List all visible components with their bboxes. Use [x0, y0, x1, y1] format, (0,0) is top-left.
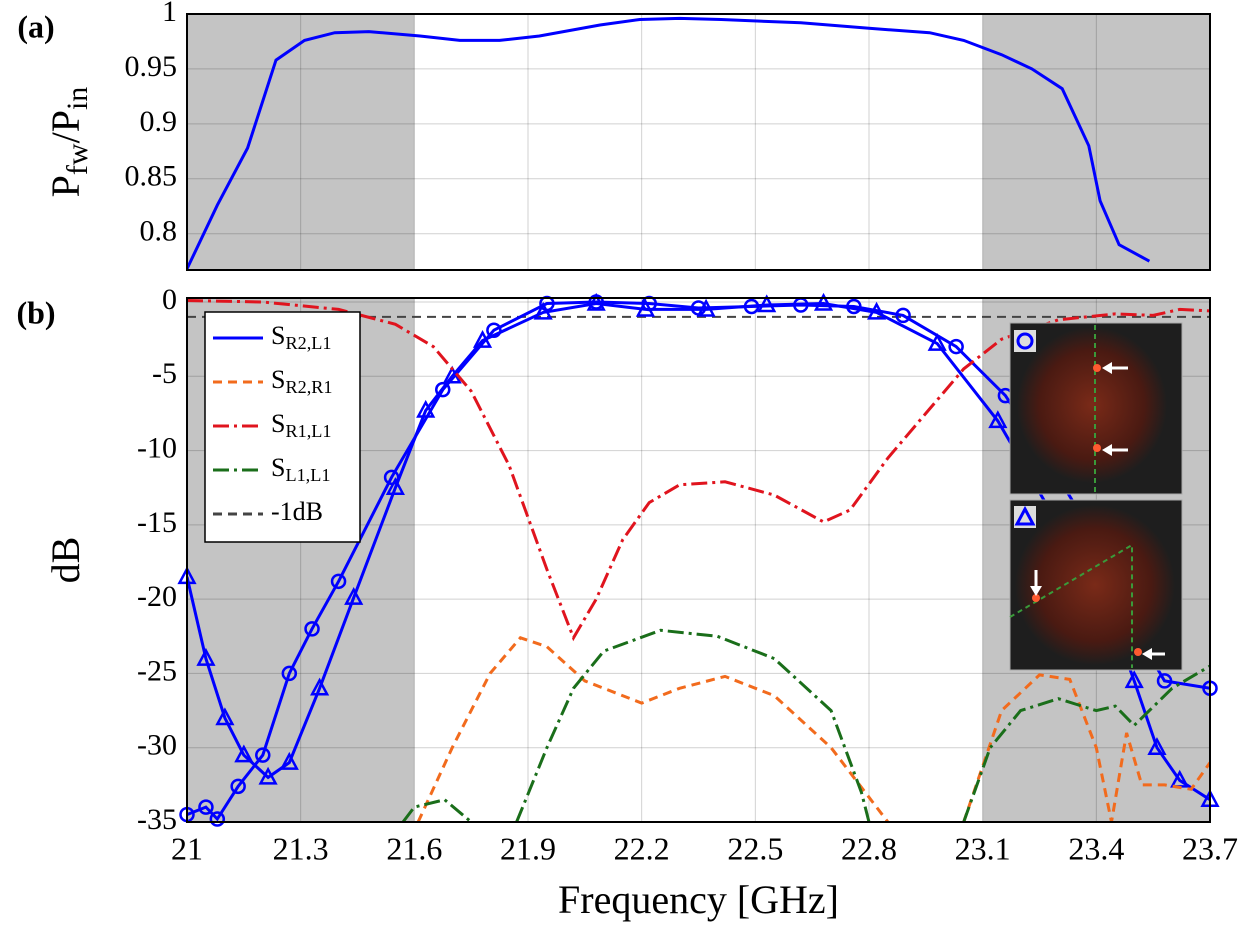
marker: [533, 301, 553, 320]
marker: [895, 307, 911, 324]
plots: 0.8 0.85 0.9 0.95 1 (a) Pfw/Pin 21 21.3 21.6 21.9 2…: [16, 0, 1238, 922]
series-line: [416, 636, 1210, 822]
y-tick-label: -5: [152, 357, 177, 390]
y-tick-label: -30: [137, 729, 177, 762]
y-tick-label: 0.9: [140, 105, 178, 138]
shaded-region: [982, 14, 1210, 270]
y-axis-label: Pfw/Pin: [43, 87, 94, 198]
legend-label: -1dB: [271, 497, 323, 526]
marker: [757, 294, 777, 313]
x-tick-label: 22.8: [841, 830, 897, 866]
series-line: [401, 628, 1210, 822]
x-tick-label: 22.2: [614, 830, 670, 866]
marker: [635, 298, 656, 317]
y-tick-label: 0.95: [125, 50, 178, 83]
inset-circle: [1009, 322, 1183, 495]
marker: [988, 410, 1008, 429]
marker: [948, 338, 964, 355]
y-axis-label-part: in: [61, 87, 94, 110]
x-tick-label: 21.9: [500, 830, 556, 866]
y-tick-label: -10: [137, 431, 177, 464]
marker: [927, 332, 947, 351]
marker: [1156, 673, 1173, 689]
marker: [330, 573, 347, 590]
y-tick-label: 0: [162, 283, 177, 316]
marker: [234, 744, 254, 763]
marker: [435, 381, 451, 398]
marker: [215, 707, 235, 726]
marker: [1124, 670, 1144, 689]
panel-label: (a): [17, 8, 54, 44]
y-axis-label-part: /P: [43, 110, 88, 143]
inset-triangle: [1009, 499, 1183, 671]
marker: [196, 647, 216, 666]
marker: [279, 751, 299, 770]
marker: [281, 665, 298, 682]
plot-frame: [186, 13, 1211, 271]
y-tick-label: 1: [162, 0, 177, 28]
marker: [344, 587, 364, 605]
marker: [310, 677, 330, 696]
y-tick-label: -35: [137, 803, 177, 836]
marker: [416, 399, 436, 418]
marker: [385, 477, 405, 495]
x-axis-label: Frequency [GHz]: [558, 877, 839, 922]
x-tick-label: 23.7: [1182, 830, 1238, 866]
legend-label: SR1,L1: [271, 409, 331, 441]
marker: [230, 778, 246, 795]
legend-label: SL1,L1: [271, 453, 330, 485]
shaded-region: [187, 14, 415, 270]
x-tick-label: 21.3: [273, 830, 329, 866]
y-tick-label: 0.8: [140, 215, 178, 248]
marker: [813, 292, 834, 311]
x-tick-label: 21.6: [386, 830, 442, 866]
x-tick-label: 22.5: [727, 830, 783, 866]
x-tick-label: 21: [171, 830, 203, 866]
series-line: [187, 16, 1151, 270]
y-tick-label: 0.85: [125, 160, 178, 193]
marker: [255, 747, 271, 763]
marker: [696, 298, 716, 317]
y-axis-label-part: P: [43, 175, 88, 197]
marker: [258, 766, 278, 785]
y-tick-label: -15: [137, 506, 177, 539]
legend-box: [204, 311, 361, 543]
panel-label: (b): [16, 294, 55, 330]
y-tick-label: -25: [137, 654, 177, 687]
marker: [1147, 737, 1167, 755]
marker: [472, 329, 493, 348]
y-axis-label: dB: [43, 537, 88, 584]
plot-frame: [186, 297, 1211, 823]
legend-label: SR2,R1: [271, 365, 332, 397]
legend-label: SR2,L1: [271, 321, 331, 353]
marker: [198, 799, 214, 815]
marker: [866, 301, 887, 320]
x-tick-label: 23.1: [955, 830, 1011, 866]
marker: [304, 621, 320, 637]
marker: [586, 292, 606, 311]
y-axis-label-part: fw: [61, 143, 94, 175]
marker: [209, 811, 226, 827]
x-tick-label: 23.4: [1068, 830, 1124, 866]
y-tick-label: -20: [137, 580, 177, 613]
